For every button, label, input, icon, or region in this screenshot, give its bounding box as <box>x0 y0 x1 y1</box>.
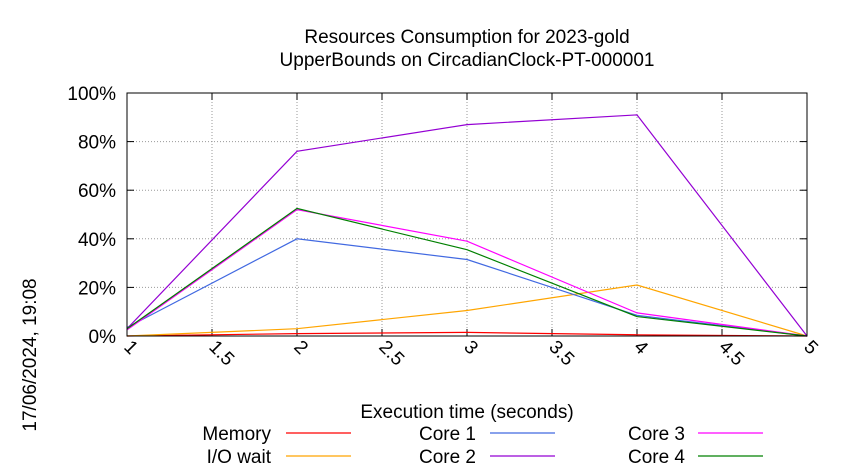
chart-subtitle: UpperBounds on CircadianClock-PT-000001 <box>280 50 655 71</box>
series-line-memory <box>126 331 808 337</box>
x-tick-label: 4 <box>629 337 652 360</box>
x-tick-label: 4.5 <box>714 337 748 371</box>
y-tick-label: 20% <box>78 278 116 299</box>
legend-label-i-o-wait: I/O wait <box>207 447 272 468</box>
legend-label-core-1: Core 1 <box>419 424 476 445</box>
legend-label-core-4: Core 4 <box>628 447 685 468</box>
x-tick-label: 2 <box>289 337 311 359</box>
x-tick-label: 5 <box>799 337 821 359</box>
y-tick-label: 100% <box>67 84 116 105</box>
grid <box>127 93 807 336</box>
y-tick-label: 60% <box>78 181 116 202</box>
series-line-core-4 <box>126 207 808 337</box>
x-tick-label: 1.5 <box>204 337 238 371</box>
series-line-i-o-wait <box>126 284 808 337</box>
legend-label-core-2: Core 2 <box>419 447 476 468</box>
series-line-core-1 <box>126 238 808 337</box>
series-lines <box>126 114 808 337</box>
plot-frame <box>126 92 808 337</box>
legend-label-core-3: Core 3 <box>628 424 685 445</box>
x-tick-label: 3 <box>459 337 481 359</box>
x-axis: 1 1.5 2 2.5 3 3.5 4 4.5 5 <box>119 93 822 371</box>
timestamp-label: 17/06/2024, 19:08 <box>20 278 41 431</box>
chart-title: Resources Consumption for 2023-gold <box>304 27 629 48</box>
series-line-core-2 <box>126 114 808 337</box>
x-tick-label: 2.5 <box>374 337 408 371</box>
y-tick-label: 0% <box>89 327 117 348</box>
series-line-core-3 <box>126 208 808 337</box>
y-tick-label: 40% <box>78 230 116 251</box>
x-tick-label: 1 <box>119 337 141 359</box>
y-tick-label: 80% <box>78 133 116 154</box>
x-tick-label: 3.5 <box>544 337 578 371</box>
x-axis-label: Execution time (seconds) <box>360 402 573 423</box>
y-axis: 0% 20% 40% 60% 80% 100% <box>67 84 807 348</box>
legend-label-memory: Memory <box>202 424 271 445</box>
